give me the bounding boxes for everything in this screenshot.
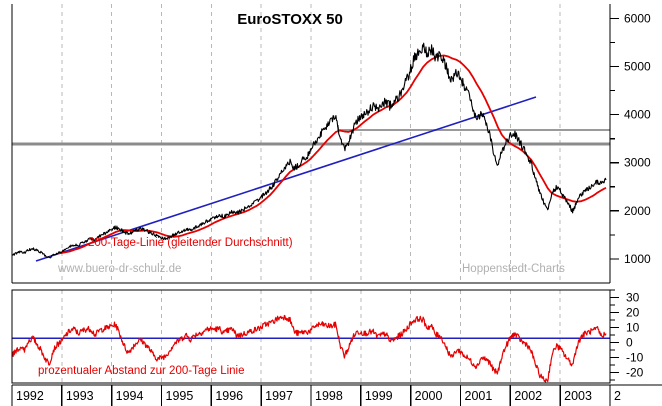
year-label-2003: 2003 bbox=[564, 389, 592, 403]
year-label-1998: 1998 bbox=[315, 389, 343, 403]
oscillator-panel-frame bbox=[11, 289, 611, 384]
price-tick-label-6000: 6000 bbox=[624, 11, 651, 25]
moving-average-200-line bbox=[57, 54, 607, 255]
price-tick-label-2000: 2000 bbox=[624, 204, 651, 218]
chart-title: EuroSTOXX 50 bbox=[237, 11, 343, 28]
osc-tick-label-0: 0 bbox=[626, 336, 633, 350]
price-tick-label-5000: 5000 bbox=[624, 60, 651, 74]
osc-tick-label-30: 30 bbox=[626, 291, 640, 305]
price-tick-label-4000: 4000 bbox=[624, 108, 651, 122]
year-label-1994: 1994 bbox=[116, 389, 144, 403]
year-label-2001: 2001 bbox=[465, 389, 493, 403]
year-label-partial: 2 bbox=[614, 389, 621, 403]
osc-tick-label--10: -10 bbox=[626, 351, 644, 365]
x-axis: 1992 1993 1994 1995 1996 1997 1998 1999 2000 2001… bbox=[11, 384, 662, 406]
osc-tick-label-10: 10 bbox=[626, 321, 640, 335]
year-label-2000: 2000 bbox=[415, 389, 443, 403]
year-label-1997: 1997 bbox=[265, 389, 293, 403]
oscillator-annotation: prozentualer Abstand zur 200-Tage Linie bbox=[38, 365, 245, 377]
price-tick-label-1000: 1000 bbox=[624, 252, 651, 266]
uptrend-trendline bbox=[35, 96, 537, 262]
price-tick-label-3000: 3000 bbox=[624, 156, 651, 170]
year-label-1993: 1993 bbox=[66, 389, 94, 403]
year-label-1996: 1996 bbox=[215, 389, 243, 403]
watermark-website: www.buero-dr-schulz.de bbox=[57, 263, 181, 275]
price-series-line bbox=[11, 42, 607, 259]
uptrend-blue bbox=[35, 96, 537, 262]
year-label-2002: 2002 bbox=[514, 389, 542, 403]
osc-tick-label-20: 20 bbox=[626, 306, 640, 320]
oscillator-panel: prozentualer Abstand zur 200-Tage Linie … bbox=[11, 289, 644, 384]
year-label-1999: 1999 bbox=[365, 389, 393, 403]
year-label-1995: 1995 bbox=[166, 389, 194, 403]
watermark-provider: Hoppenstedt-Charts bbox=[462, 263, 565, 275]
price-panel: EuroSTOXX 50 200-Tage-Linie (gleitender … bbox=[11, 4, 651, 284]
oscillator-series-line bbox=[11, 314, 607, 383]
moving-average-annotation: 200-Tage-Linie (gleitender Durchschnitt) bbox=[88, 237, 293, 249]
year-label-1992: 1992 bbox=[16, 389, 44, 403]
price-axis-ticks: 1000 2000 3000 4000 5000 6000 bbox=[610, 11, 651, 266]
year-labels: 1992 1993 1994 1995 1996 1997 1998 1999 2000 2001… bbox=[11, 385, 621, 406]
osc-tick-label--20: -20 bbox=[626, 366, 644, 380]
